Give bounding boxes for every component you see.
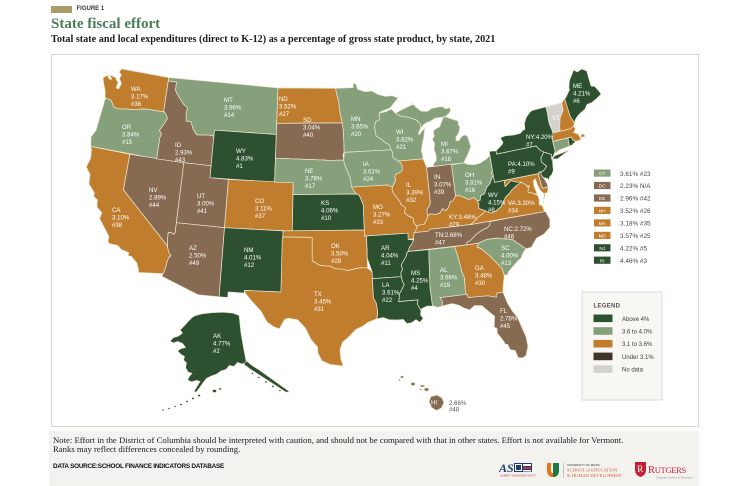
svg-text:VT: VT bbox=[552, 115, 560, 122]
svg-text:R: R bbox=[637, 464, 643, 474]
svg-text:IA3.61%#24: IA 3.61% #24 bbox=[363, 161, 381, 183]
svg-text:2.66%: 2.66% bbox=[449, 400, 467, 407]
svg-text:4.22% #5: 4.22% #5 bbox=[620, 246, 647, 253]
svg-text:PA:4.10%#9: PA:4.10% #9 bbox=[508, 161, 535, 175]
svg-text:DC: DC bbox=[599, 184, 606, 189]
svg-text:GA3.48%#30: GA 3.48% #30 bbox=[475, 265, 493, 287]
svg-text:MT3.96%#14: MT 3.96% #14 bbox=[224, 97, 242, 119]
svg-text:RUTGERS: RUTGERS bbox=[648, 465, 687, 476]
svg-text:LA3.61%#22: LA 3.61% #22 bbox=[382, 282, 400, 304]
svg-text:AK4.77%#2: AK 4.77% #2 bbox=[213, 333, 231, 355]
svg-text:KS4.06%#10: KS 4.06% #10 bbox=[321, 200, 339, 222]
svg-text:WV4.15%#8: WV 4.15% #8 bbox=[488, 192, 506, 214]
svg-text:OH3.81%#16: OH 3.81% #16 bbox=[465, 172, 483, 194]
svg-text:& HUMAN DEVELOPMENT: & HUMAN DEVELOPMENT bbox=[567, 473, 622, 478]
svg-text:ALBERT SHANKER INSTITUTE: ALBERT SHANKER INSTITUTE bbox=[500, 474, 536, 478]
svg-text:MS4.25%#4: MS 4.25% #4 bbox=[411, 270, 429, 292]
svg-text:UNIVERSITY OF MIAMI: UNIVERSITY OF MIAMI bbox=[567, 463, 600, 467]
svg-text:3.18% #35: 3.18% #35 bbox=[620, 221, 651, 228]
svg-text:No data: No data bbox=[622, 368, 644, 374]
svg-text:ME4.21%#6: ME 4.21% #6 bbox=[573, 83, 591, 105]
svg-text:SCHOOL of EDUCATION: SCHOOL of EDUCATION bbox=[567, 468, 618, 473]
svg-text:MA: MA bbox=[599, 221, 607, 226]
svg-text:NY:4.20%#7: NY:4.20% #7 bbox=[526, 134, 554, 148]
svg-text:IN3.07%#39: IN 3.07% #39 bbox=[434, 174, 452, 196]
svg-text:3.61% #23: 3.61% #23 bbox=[620, 171, 651, 178]
svg-text:ID2.93%#43: ID 2.93% #43 bbox=[175, 142, 193, 164]
svg-text:Graduate School of Education: Graduate School of Education bbox=[656, 476, 694, 480]
svg-text:WY4.83%#1: WY 4.83% #1 bbox=[236, 148, 254, 170]
svg-text:KY:3.48%#29: KY:3.48% #29 bbox=[449, 214, 476, 228]
svg-text:OK3.50%#28: OK 3.50% #28 bbox=[331, 243, 349, 265]
svg-text:NH: NH bbox=[599, 209, 606, 214]
svg-text:SD3.04%#40: SD 3.04% #40 bbox=[303, 117, 321, 139]
svg-text:LEGEND: LEGEND bbox=[594, 304, 621, 310]
svg-text:CT: CT bbox=[599, 171, 605, 176]
svg-text:RI: RI bbox=[600, 258, 605, 263]
svg-text:#48: #48 bbox=[449, 407, 460, 414]
svg-text:Above 4%: Above 4% bbox=[622, 317, 650, 323]
svg-text:AL3.66%#19: AL 3.66% #19 bbox=[440, 267, 458, 289]
svg-text:AS: AS bbox=[499, 461, 514, 475]
svg-text:TN:2.68%#47: TN:2.68% #47 bbox=[435, 232, 463, 246]
svg-text:DE: DE bbox=[599, 196, 605, 201]
svg-text:CA3.10%#38: CA 3.10% #38 bbox=[112, 207, 130, 229]
svg-text:CO3.11%#37: CO 3.11% #37 bbox=[255, 198, 272, 220]
svg-text:AR4.04%#11: AR 4.04% #11 bbox=[381, 245, 399, 267]
svg-text:IL3.39%#32: IL 3.39% #32 bbox=[406, 182, 424, 204]
svg-text:MI3.67%#18: MI 3.67% #18 bbox=[441, 141, 459, 163]
svg-text:UT3.00%#41: UT 3.00% #41 bbox=[197, 193, 215, 215]
svg-text:WA3.17%#36: WA 3.17% #36 bbox=[131, 86, 149, 108]
svg-text:3.57% #25: 3.57% #25 bbox=[620, 233, 651, 240]
svg-text:NE3.78%#17: NE 3.78% #17 bbox=[305, 168, 323, 190]
svg-text:NV2.89%#44: NV 2.89% #44 bbox=[149, 187, 167, 209]
svg-text:MN3.65%#20: MN 3.65% #20 bbox=[351, 116, 369, 138]
svg-text:OR3.84%#15: OR 3.84% #15 bbox=[122, 124, 140, 146]
svg-text:NC:2.72%#46: NC:2.72% #46 bbox=[504, 226, 532, 240]
svg-text:NJ: NJ bbox=[599, 246, 605, 251]
svg-text:WI3.62%#21: WI 3.62% #21 bbox=[396, 129, 414, 151]
svg-text:HI: HI bbox=[431, 400, 437, 407]
svg-text:AZ2.50%#49: AZ 2.50% #49 bbox=[189, 245, 207, 267]
svg-text:3.1 to 3.6%: 3.1 to 3.6% bbox=[622, 342, 653, 348]
svg-text:MO3.27%#33: MO 3.27% #33 bbox=[373, 204, 391, 226]
svg-text:VA:3.30%#34: VA:3.30% #34 bbox=[508, 200, 535, 214]
svg-text:Under 3.1%: Under 3.1% bbox=[622, 355, 654, 361]
svg-text:2.23% N/A: 2.23% N/A bbox=[620, 183, 651, 190]
svg-text:NM4.01%#12: NM 4.01% #12 bbox=[244, 247, 262, 269]
svg-text:3.52% #26: 3.52% #26 bbox=[620, 208, 651, 215]
svg-text:MD: MD bbox=[599, 233, 607, 238]
svg-text:2.96% #42: 2.96% #42 bbox=[620, 196, 651, 203]
svg-text:FL2.78%#45: FL 2.78% #45 bbox=[500, 308, 518, 330]
svg-text:SC4.00%#13: SC 4.00% #13 bbox=[501, 245, 519, 267]
svg-text:TX3.45%#31: TX 3.45% #31 bbox=[314, 291, 332, 313]
svg-text:4.46% #3: 4.46% #3 bbox=[620, 258, 647, 265]
svg-text:ND3.52%#27: ND 3.52% #27 bbox=[279, 96, 297, 118]
svg-text:3.6 to 4.0%: 3.6 to 4.0% bbox=[622, 330, 653, 336]
